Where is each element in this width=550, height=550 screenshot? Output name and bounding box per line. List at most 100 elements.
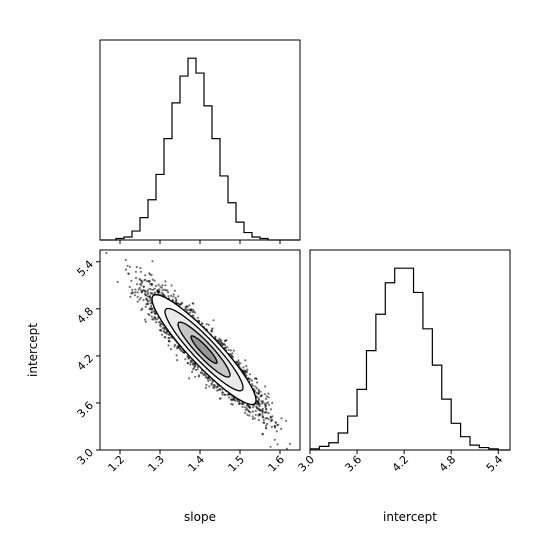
scatter-point [276,424,279,427]
scatter-point [211,330,214,333]
scatter-point [223,393,226,396]
hist-bin [132,231,140,240]
hist-intercept-ticks: 3.0 3.6 4.2 4.8 5.4 [296,450,505,474]
scatter-point [140,289,143,292]
x-axis-label-intercept: intercept [383,510,437,524]
scatter-point [247,377,250,380]
scatter-point [207,379,210,383]
scatter-point [230,399,234,402]
scatter-point [145,280,149,283]
scatter-point [144,274,147,277]
scatter-point [187,308,190,311]
scatter-point [261,433,264,436]
scatter-point [170,284,173,287]
contour-lines [151,294,257,406]
scatter-point [156,318,159,321]
scatter-point [164,284,167,287]
scatter-point [253,417,256,420]
scatter-point [230,402,233,406]
scatter-point [174,296,177,299]
scatter-point [131,288,134,291]
scatter-point [148,272,151,275]
scatter-point [214,335,217,338]
scatter-point [164,336,167,339]
scatter-point [185,308,188,311]
scatter-point [266,401,270,404]
hist-slope-panel [99,39,301,244]
scatter-point [154,316,157,319]
scatter-point [128,265,131,268]
scatter-point [227,396,231,399]
scatter-point [236,400,239,403]
scatter-point [261,407,264,410]
scatter-point [221,391,224,394]
scatter-point [221,393,224,396]
scatter-point [151,288,155,291]
hist-bin [348,416,357,450]
scatter-point [160,291,163,294]
scatter-point [186,361,189,365]
scatter-point [248,373,252,376]
scatter-point [144,278,147,281]
x-tick-label: 1.4 [186,453,208,475]
scatter-point [140,291,143,294]
scatter-point [274,421,277,424]
scatter-point [237,359,240,362]
scatter-point [249,411,252,414]
scatter-point [204,376,207,379]
hist-bin [423,329,432,450]
scatter-point [189,363,192,366]
scatter-point [253,377,256,380]
scatter-point [255,387,258,390]
scatter-point [148,295,151,298]
scatter-point [241,405,244,409]
scatter-point [133,294,136,297]
x-tick-label: 1.6 [266,453,288,475]
scatter-point [142,298,145,302]
scatter-point [127,272,130,275]
scatter-point [242,366,245,369]
scatter-point [219,339,222,342]
hist-bin [329,443,338,450]
scatter-point [219,388,222,391]
scatter-point [262,421,265,424]
scatter-point [154,318,157,321]
scatter-point [244,359,247,362]
scatter-point [257,398,261,401]
scatter-point [146,299,149,302]
scatter-point [256,381,259,384]
scatter-point [265,417,268,420]
scatter-point [248,378,252,381]
scatter-point [197,319,200,322]
hist-slope-bars [100,57,300,241]
scatter-point [211,327,214,330]
scatter-point [218,397,222,400]
scatter-point [265,427,268,430]
scatter-point [285,447,288,450]
scatter-point [209,378,212,381]
scatter-point [134,288,137,291]
scatter-point [158,291,161,294]
scatter-point [172,295,175,298]
scatter-point [134,291,137,294]
hist-bin [414,292,423,450]
scatter-point [266,422,269,425]
scatter-point [144,305,147,308]
hist-bin [451,423,460,450]
scatter-point [265,395,268,398]
scatter-point [188,357,191,360]
scatter-point [145,303,148,306]
scatter-point [254,385,257,388]
scatter-point [244,408,247,412]
hist-bin [461,437,470,450]
hist-slope-ticks [119,240,281,244]
scatter-point [149,302,152,305]
scatter-point [263,393,267,396]
scatter-point [254,409,257,413]
scatter-point [239,362,242,365]
scatter-point [245,365,248,368]
scatter-point [251,410,255,413]
hist-step-line [100,57,300,241]
scatter-point [148,299,151,302]
hist-bin [220,176,228,240]
